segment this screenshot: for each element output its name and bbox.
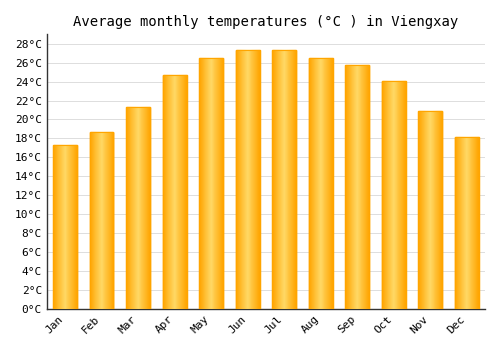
Bar bbox=[163, 75, 186, 309]
Bar bbox=[272, 50, 296, 309]
Bar bbox=[126, 107, 150, 309]
Bar bbox=[236, 50, 260, 309]
Bar bbox=[418, 111, 442, 309]
Bar bbox=[346, 65, 369, 309]
Bar bbox=[54, 145, 77, 309]
Bar bbox=[382, 81, 406, 309]
Title: Average monthly temperatures (°C ) in Viengxay: Average monthly temperatures (°C ) in Vi… bbox=[74, 15, 458, 29]
Bar bbox=[200, 58, 223, 309]
Bar bbox=[309, 58, 332, 309]
Bar bbox=[90, 132, 114, 309]
Bar bbox=[455, 136, 478, 309]
